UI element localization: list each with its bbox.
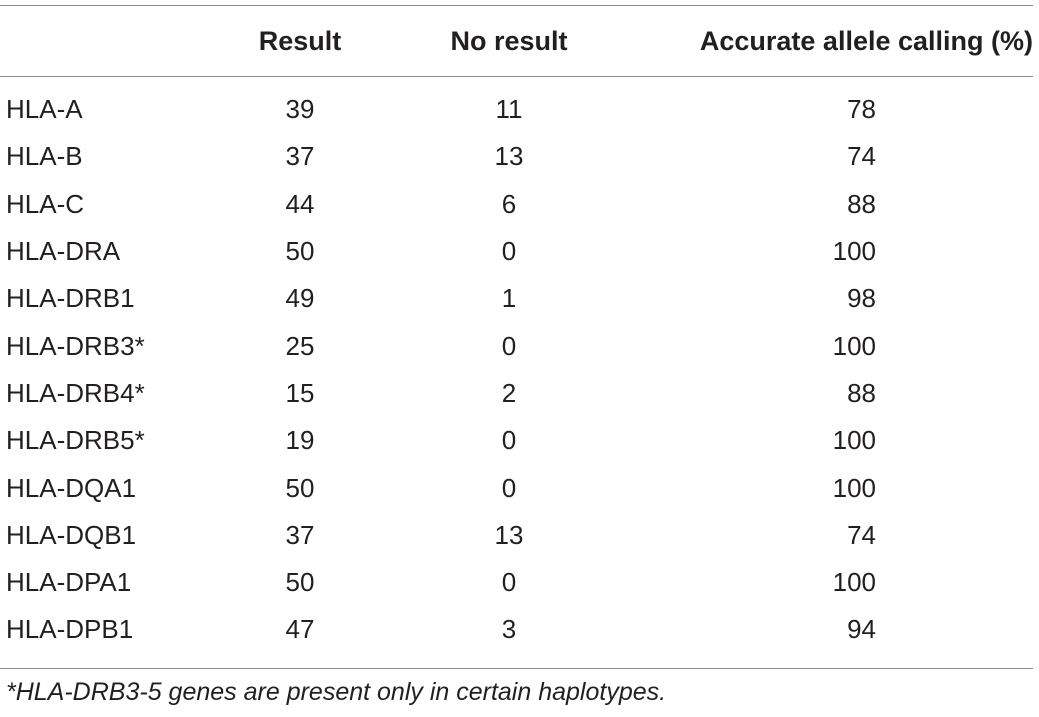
accuracy-cell: 100 bbox=[832, 236, 876, 267]
result-cell: 37 bbox=[285, 141, 315, 172]
no-result-cell: 13 bbox=[494, 141, 524, 172]
accuracy-cell: 100 bbox=[832, 425, 876, 456]
result-cell: 50 bbox=[285, 236, 315, 267]
no-result-cell: 0 bbox=[501, 330, 517, 361]
no-result-cell: 2 bbox=[501, 377, 517, 408]
no-result-cell: 13 bbox=[494, 519, 524, 550]
gene-cell: HLA-DRB5* bbox=[6, 425, 145, 456]
table-row: HLA-DRB5* 19 0 100 bbox=[0, 417, 1039, 464]
gene-cell: HLA-DPA1 bbox=[6, 567, 132, 598]
table-row: HLA-DRB1 49 1 98 bbox=[0, 275, 1039, 322]
result-cell: 50 bbox=[285, 567, 315, 598]
bottom-rule bbox=[0, 668, 1033, 669]
gene-cell: HLA-DRB4* bbox=[6, 377, 145, 408]
no-result-cell: 0 bbox=[501, 425, 517, 456]
table-row: HLA-DRA 50 0 100 bbox=[0, 228, 1039, 275]
accuracy-cell: 78 bbox=[847, 94, 876, 125]
accuracy-cell: 100 bbox=[832, 567, 876, 598]
gene-cell: HLA-A bbox=[6, 94, 83, 125]
header-result: Result bbox=[258, 25, 342, 56]
result-cell: 15 bbox=[285, 377, 315, 408]
accuracy-cell: 88 bbox=[847, 377, 876, 408]
table-row: HLA-B 37 13 74 bbox=[0, 133, 1039, 180]
top-rule bbox=[0, 5, 1033, 6]
gene-cell: HLA-B bbox=[6, 141, 83, 172]
no-result-cell: 3 bbox=[501, 614, 517, 645]
result-cell: 44 bbox=[285, 188, 315, 219]
header-row: Result No result Accurate allele calling… bbox=[0, 6, 1039, 76]
table-header: Result No result Accurate allele calling… bbox=[0, 6, 1039, 76]
accuracy-cell: 74 bbox=[847, 141, 876, 172]
gene-cell: HLA-DRA bbox=[6, 236, 121, 267]
table-row: HLA-C 44 6 88 bbox=[0, 181, 1039, 228]
table-row: HLA-DPB1 47 3 94 bbox=[0, 606, 1039, 653]
table-body: HLA-A 39 11 78 HLA-B 37 13 74 HLA-C 44 6… bbox=[0, 76, 1039, 654]
table-footnote: *HLA-DRB3-5 genes are present only in ce… bbox=[6, 678, 667, 706]
table-row: HLA-A 39 11 78 bbox=[0, 76, 1039, 133]
result-cell: 39 bbox=[285, 94, 315, 125]
table-row: HLA-DQA1 50 0 100 bbox=[0, 464, 1039, 511]
gene-cell: HLA-C bbox=[6, 188, 85, 219]
result-cell: 37 bbox=[285, 519, 315, 550]
gene-cell: HLA-DQA1 bbox=[6, 472, 137, 503]
accuracy-cell: 100 bbox=[832, 330, 876, 361]
accuracy-cell: 98 bbox=[847, 283, 876, 314]
accuracy-cell: 100 bbox=[832, 472, 876, 503]
no-result-cell: 11 bbox=[495, 94, 523, 125]
result-cell: 50 bbox=[285, 472, 315, 503]
gene-cell: HLA-DQB1 bbox=[6, 519, 137, 550]
accuracy-cell: 94 bbox=[847, 614, 876, 645]
accuracy-cell: 88 bbox=[847, 188, 876, 219]
no-result-cell: 0 bbox=[501, 472, 517, 503]
header-gene bbox=[0, 6, 230, 76]
table-row: HLA-DRB3* 25 0 100 bbox=[0, 322, 1039, 369]
no-result-cell: 0 bbox=[501, 236, 517, 267]
no-result-cell: 6 bbox=[501, 188, 517, 219]
result-cell: 25 bbox=[285, 330, 315, 361]
table-row: HLA-DPA1 50 0 100 bbox=[0, 559, 1039, 606]
result-cell: 47 bbox=[285, 614, 315, 645]
result-cell: 49 bbox=[285, 283, 315, 314]
header-rule bbox=[0, 76, 1033, 77]
header-accuracy: Accurate allele calling (%) bbox=[699, 25, 1033, 56]
accuracy-cell: 74 bbox=[847, 519, 876, 550]
no-result-cell: 1 bbox=[501, 283, 517, 314]
gene-cell: HLA-DRB3* bbox=[6, 330, 145, 361]
header-no-result: No result bbox=[450, 25, 568, 56]
hla-results-table: Result No result Accurate allele calling… bbox=[0, 6, 1039, 654]
table-row: HLA-DRB4* 15 2 88 bbox=[0, 370, 1039, 417]
table-row: HLA-DQB1 37 13 74 bbox=[0, 512, 1039, 559]
result-cell: 19 bbox=[285, 425, 315, 456]
no-result-cell: 0 bbox=[501, 567, 517, 598]
gene-cell: HLA-DRB1 bbox=[6, 283, 135, 314]
gene-cell: HLA-DPB1 bbox=[6, 614, 134, 645]
